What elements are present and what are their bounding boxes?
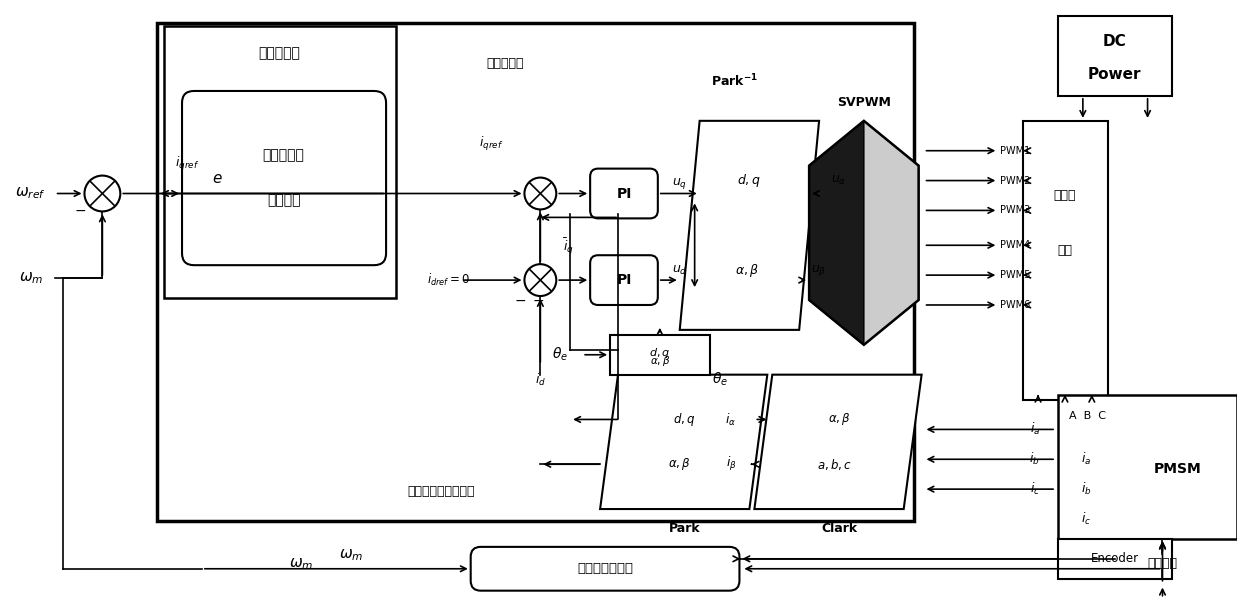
Text: DC: DC: [1102, 34, 1127, 49]
Text: Power: Power: [1087, 66, 1142, 82]
Bar: [1023, 121, 1107, 400]
Polygon shape: [680, 121, 820, 330]
Text: $\alpha, \beta$: $\alpha, \beta$: [668, 456, 691, 472]
Circle shape: [84, 176, 120, 211]
Text: $\omega_m$: $\omega_m$: [289, 556, 314, 571]
Polygon shape: [754, 374, 921, 509]
Text: 变器: 变器: [1058, 244, 1073, 257]
Text: PI: PI: [616, 273, 631, 287]
Text: 电流控制器: 电流控制器: [487, 57, 525, 69]
Text: $i_a$: $i_a$: [1081, 451, 1091, 467]
Text: PWM1: PWM1: [1001, 146, 1030, 156]
Text: $\alpha, \beta$: $\alpha, \beta$: [650, 354, 670, 368]
Text: SVPWM: SVPWM: [837, 97, 890, 109]
Text: $i_d$: $i_d$: [534, 371, 546, 388]
Text: 外部负载: 外部负载: [1147, 557, 1178, 570]
Bar: [157, 24, 914, 521]
Text: 鲁棒迭代学: 鲁棒迭代学: [263, 149, 305, 162]
Text: $u_d$: $u_d$: [672, 263, 687, 277]
Text: 速度控制器: 速度控制器: [259, 46, 300, 60]
Text: $i_c$: $i_c$: [1030, 481, 1040, 497]
Text: $i_{qref}$: $i_{qref}$: [175, 155, 200, 173]
Text: 三相逆: 三相逆: [1054, 189, 1076, 202]
Text: $d, q$: $d, q$: [649, 345, 671, 360]
Text: PMSM: PMSM: [1153, 462, 1202, 476]
Text: $a, b, c$: $a, b, c$: [816, 457, 852, 472]
Text: Encoder: Encoder: [1091, 552, 1138, 565]
Text: $i_c$: $i_c$: [1081, 511, 1091, 527]
Text: PWM6: PWM6: [1001, 300, 1030, 310]
Text: $\mathbf{Park^{-1}}$: $\mathbf{Park^{-1}}$: [711, 72, 758, 89]
Text: PI: PI: [616, 187, 631, 201]
Bar: [1058, 539, 1173, 579]
Text: $i_{qref}$: $i_{qref}$: [479, 135, 502, 153]
Bar: [164, 26, 396, 298]
Text: $e$: $e$: [212, 171, 222, 186]
Text: $u_\beta$: $u_\beta$: [811, 263, 827, 278]
FancyBboxPatch shape: [471, 547, 739, 591]
Polygon shape: [810, 121, 864, 345]
Circle shape: [525, 264, 557, 296]
Text: $i_{dref}=0$: $i_{dref}=0$: [428, 272, 471, 288]
FancyBboxPatch shape: [590, 255, 658, 305]
Text: $i_a$: $i_a$: [1029, 422, 1040, 437]
Circle shape: [525, 178, 557, 210]
FancyBboxPatch shape: [182, 91, 386, 265]
Text: Park: Park: [668, 522, 701, 536]
Text: $i_b$: $i_b$: [1029, 451, 1040, 467]
Text: 位置和速度检测: 位置和速度检测: [577, 562, 634, 575]
Text: $d, q$: $d, q$: [738, 172, 761, 189]
Bar: [1058, 16, 1173, 96]
Text: $-$: $-$: [74, 202, 87, 216]
Polygon shape: [864, 121, 919, 345]
Text: $\theta_e$: $\theta_e$: [552, 346, 568, 364]
Text: PWM5: PWM5: [1001, 270, 1030, 280]
Text: A  B  C: A B C: [1069, 411, 1106, 422]
Text: 电流控制及坐标变换: 电流控制及坐标变换: [407, 484, 475, 498]
Text: $-$: $-$: [532, 293, 544, 307]
Text: $\omega_m$: $\omega_m$: [19, 270, 43, 286]
FancyBboxPatch shape: [590, 169, 658, 219]
Text: $\omega_m$: $\omega_m$: [339, 547, 363, 563]
Text: $i_b$: $i_b$: [1080, 481, 1091, 497]
Text: $i_\alpha$: $i_\alpha$: [725, 411, 737, 428]
Text: $u_\alpha$: $u_\alpha$: [831, 174, 847, 187]
Text: $u_q$: $u_q$: [672, 176, 687, 191]
Text: $\alpha, \beta$: $\alpha, \beta$: [735, 262, 760, 278]
Text: PWM3: PWM3: [1001, 205, 1030, 216]
Text: $d, q$: $d, q$: [673, 411, 696, 428]
Polygon shape: [600, 374, 768, 509]
Text: PWM2: PWM2: [1001, 176, 1030, 185]
Bar: [1058, 394, 1238, 539]
Text: $\bar{i}_q$: $\bar{i}_q$: [563, 236, 574, 257]
Bar: [610, 335, 709, 374]
Text: $\alpha, \beta$: $\alpha, \beta$: [827, 411, 851, 428]
Text: $-$: $-$: [515, 293, 527, 307]
Text: $i_\beta$: $i_\beta$: [725, 455, 737, 474]
Text: 习控制器: 习控制器: [267, 193, 300, 207]
Text: PWM4: PWM4: [1001, 240, 1030, 250]
Text: $\omega_{ref}$: $\omega_{ref}$: [15, 185, 46, 201]
Text: Clark: Clark: [821, 522, 857, 536]
Text: $\theta_e$: $\theta_e$: [712, 371, 728, 388]
